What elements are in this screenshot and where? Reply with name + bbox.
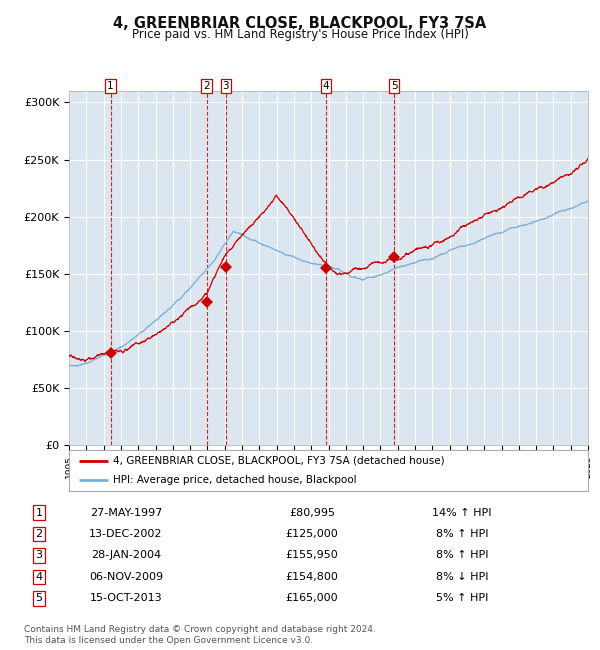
Text: 28-JAN-2004: 28-JAN-2004 [91, 551, 161, 560]
Text: 8% ↑ HPI: 8% ↑ HPI [436, 551, 488, 560]
Text: 5% ↑ HPI: 5% ↑ HPI [436, 593, 488, 603]
Text: 4, GREENBRIAR CLOSE, BLACKPOOL, FY3 7SA (detached house): 4, GREENBRIAR CLOSE, BLACKPOOL, FY3 7SA … [113, 456, 445, 466]
Text: 1: 1 [107, 81, 114, 91]
Text: 3: 3 [35, 551, 43, 560]
Text: 15-OCT-2013: 15-OCT-2013 [89, 593, 163, 603]
Text: Price paid vs. HM Land Registry's House Price Index (HPI): Price paid vs. HM Land Registry's House … [131, 28, 469, 41]
Text: 5: 5 [391, 81, 397, 91]
Text: Contains HM Land Registry data © Crown copyright and database right 2024.
This d: Contains HM Land Registry data © Crown c… [24, 625, 376, 645]
Text: 4: 4 [323, 81, 329, 91]
Text: 8% ↑ HPI: 8% ↑ HPI [436, 529, 488, 539]
Text: 2: 2 [203, 81, 210, 91]
Text: 3: 3 [223, 81, 229, 91]
Text: 4: 4 [35, 572, 43, 582]
Text: £154,800: £154,800 [286, 572, 338, 582]
Text: 13-DEC-2002: 13-DEC-2002 [89, 529, 163, 539]
Text: £80,995: £80,995 [289, 508, 335, 517]
Text: 27-MAY-1997: 27-MAY-1997 [90, 508, 162, 517]
Text: 06-NOV-2009: 06-NOV-2009 [89, 572, 163, 582]
Text: 2: 2 [35, 529, 43, 539]
Text: 5: 5 [35, 593, 43, 603]
Text: 1: 1 [35, 508, 43, 517]
Text: £165,000: £165,000 [286, 593, 338, 603]
Text: £125,000: £125,000 [286, 529, 338, 539]
Text: HPI: Average price, detached house, Blackpool: HPI: Average price, detached house, Blac… [113, 475, 357, 486]
Text: 14% ↑ HPI: 14% ↑ HPI [432, 508, 492, 517]
Text: 8% ↓ HPI: 8% ↓ HPI [436, 572, 488, 582]
Text: 4, GREENBRIAR CLOSE, BLACKPOOL, FY3 7SA: 4, GREENBRIAR CLOSE, BLACKPOOL, FY3 7SA [113, 16, 487, 31]
Text: £155,950: £155,950 [286, 551, 338, 560]
